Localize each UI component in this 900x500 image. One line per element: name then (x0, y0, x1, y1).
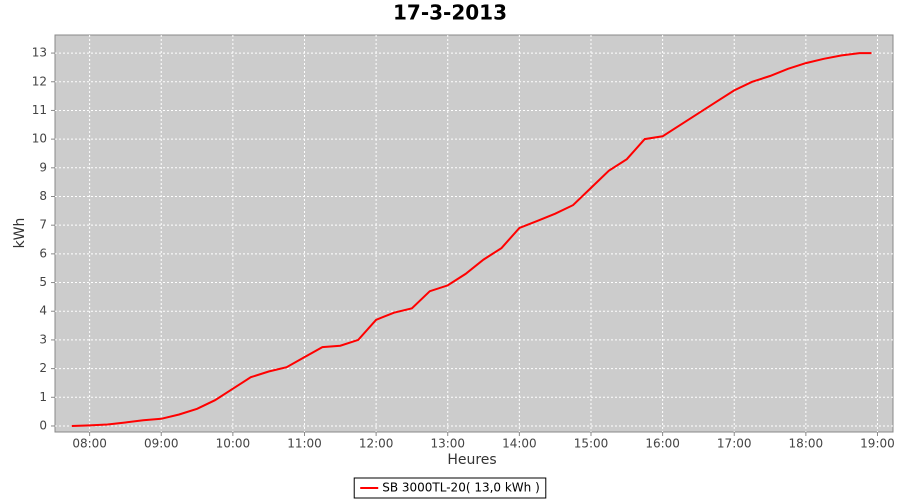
plot-background (54, 34, 894, 433)
x-tick-label: 10:00 (216, 437, 251, 451)
x-tick-label: 18:00 (789, 437, 824, 451)
y-tick-label: 0 (39, 418, 47, 432)
x-tick-label: 17:00 (717, 437, 752, 451)
y-tick-label: 10 (32, 132, 47, 146)
y-tick-label: 12 (32, 74, 47, 88)
legend-label: SB 3000TL-20( 13,0 kWh ) (382, 481, 540, 495)
x-tick-label: 09:00 (144, 437, 179, 451)
y-axis-label: kWh (12, 218, 28, 249)
y-tick-label: 4 (39, 304, 47, 318)
y-tick-label: 1 (39, 390, 47, 404)
y-tick-label: 11 (32, 103, 47, 117)
x-tick-label: 08:00 (72, 437, 107, 451)
x-tick-label: 15:00 (574, 437, 609, 451)
legend-box (353, 477, 547, 499)
y-tick-label: 7 (39, 218, 47, 232)
y-tick-label: 5 (39, 275, 47, 289)
x-tick-label: 14:00 (502, 437, 537, 451)
data-line (71, 52, 872, 427)
y-tick-label: 2 (39, 361, 47, 375)
legend: SB 3000TL-20( 13,0 kWh ) (353, 477, 547, 499)
y-tick-label: 3 (39, 332, 47, 346)
x-axis-label: Heures (447, 452, 496, 468)
x-tick-label: 13:00 (430, 437, 465, 451)
x-tick-label: 16:00 (645, 437, 680, 451)
y-tick-label: 8 (39, 189, 47, 203)
x-tick-label: 19:00 (860, 437, 895, 451)
y-tick-label: 6 (39, 246, 47, 260)
x-tick-label: 11:00 (287, 437, 322, 451)
x-tick-label: 12:00 (359, 437, 394, 451)
chart-title: 17-3-2013 (393, 1, 507, 25)
y-tick-label: 13 (32, 46, 47, 60)
y-tick-label: 9 (39, 160, 47, 174)
